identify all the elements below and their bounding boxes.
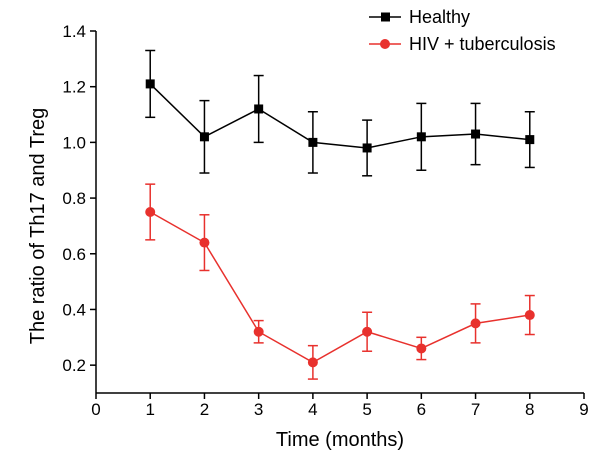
series-1 (145, 49, 535, 177)
data-point (524, 310, 535, 321)
data-point (470, 318, 481, 329)
legend-marker (381, 12, 390, 22)
series-line (149, 211, 530, 364)
x-tick-label: 2 (200, 400, 209, 419)
y-tick-label: 1.0 (62, 133, 86, 152)
data-point (308, 137, 318, 147)
series-line (149, 83, 530, 149)
x-tick-label: 5 (362, 400, 371, 419)
plot-area: 0 1 2 3 4 5 6 7 8 9 0.2 0.4 0.6 0.8 1.0 1.2 1.4 (62, 22, 588, 419)
data-point (145, 207, 156, 217)
y-axis-title: The ratio of Th17 and Treg (27, 108, 49, 344)
y-tick-label: 1.2 (62, 78, 86, 97)
series-layer (145, 49, 535, 380)
y-axis-ticks: 0.2 0.4 0.6 0.8 1.0 1.2 1.4 (62, 22, 96, 375)
data-point (145, 79, 155, 89)
data-point (199, 132, 209, 142)
x-tick-label: 3 (254, 400, 263, 419)
y-tick-label: 0.8 (62, 189, 86, 208)
data-point (525, 135, 535, 145)
y-tick-label: 0.4 (62, 300, 86, 319)
data-point (471, 129, 481, 139)
x-tick-label: 9 (579, 400, 588, 419)
x-tick-label: 1 (145, 400, 154, 419)
legend: Healthy HIV + tuberculosis (369, 7, 556, 54)
legend-label: HIV + tuberculosis (409, 34, 556, 54)
data-point (253, 326, 264, 337)
y-tick-label: 1.4 (62, 22, 86, 41)
legend-marker (380, 39, 390, 49)
data-point (416, 343, 427, 354)
data-point (199, 237, 210, 248)
series-2 (145, 183, 535, 380)
data-point (416, 132, 426, 142)
x-axis-title: Time (months) (276, 429, 404, 451)
x-axis-ticks: 0 1 2 3 4 5 6 7 8 9 (91, 393, 589, 419)
data-point (362, 326, 373, 337)
x-tick-label: 0 (91, 400, 100, 419)
legend-item: Healthy (369, 7, 470, 27)
x-tick-label: 6 (417, 400, 426, 419)
data-point (307, 357, 318, 368)
data-point (254, 104, 264, 114)
legend-item: HIV + tuberculosis (369, 34, 556, 54)
x-tick-label: 4 (308, 400, 317, 419)
x-tick-label: 7 (471, 400, 480, 419)
legend-label: Healthy (409, 7, 470, 27)
data-point (362, 143, 372, 153)
y-tick-label: 0.6 (62, 245, 86, 264)
y-tick-label: 0.2 (62, 356, 86, 375)
x-tick-label: 8 (525, 400, 534, 419)
